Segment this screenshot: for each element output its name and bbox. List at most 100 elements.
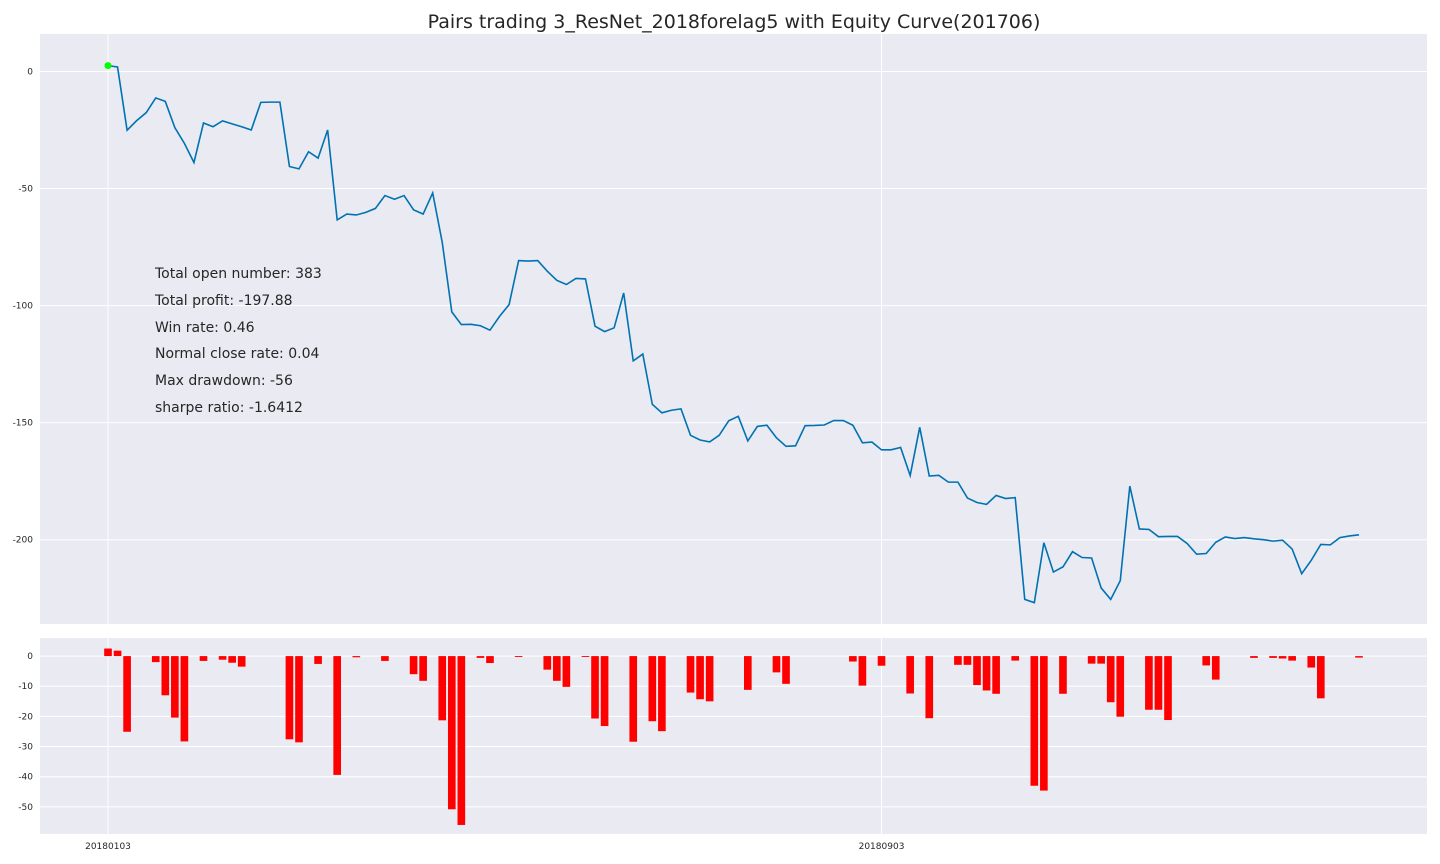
- pnl-bar: [562, 656, 571, 687]
- pnl-y-tick: 0: [27, 652, 33, 662]
- pnl-bar: [648, 656, 657, 722]
- stats-annotations: Total open number: 383 Total profit: -19…: [154, 266, 322, 416]
- pnl-bar: [333, 656, 342, 775]
- pnl-bar: [877, 656, 886, 666]
- stat-normal-close-rate: Normal close rate: 0.04: [155, 346, 319, 362]
- pnl-bar: [295, 656, 303, 743]
- pnl-bar: [381, 656, 389, 661]
- pnl-bar: [228, 656, 236, 663]
- pnl-bar: [686, 656, 695, 693]
- pnl-bar: [906, 656, 914, 694]
- equity-y-tick-labels: 0 -50 -100 -150 -200: [13, 67, 34, 545]
- equity-line: [107, 64, 1360, 604]
- pnl-bar: [1269, 656, 1277, 658]
- pnl-bar: [963, 656, 972, 665]
- pnl-bar: [858, 656, 867, 686]
- equity-plot-area: [40, 34, 1427, 624]
- pnl-bar: [1211, 656, 1220, 680]
- pnl-bar: [1202, 656, 1211, 666]
- pnl-bar: [982, 656, 991, 691]
- pnl-bar: [744, 656, 752, 690]
- pnl-bar: [954, 656, 962, 665]
- equity-y-tick: -150: [13, 419, 34, 429]
- stat-max-drawdown: Max drawdown: -56: [155, 373, 293, 389]
- pnl-bar: [409, 656, 418, 675]
- pnl-y-tick-labels: 0 -10 -20 -30 -40 -50: [18, 652, 33, 813]
- pnl-bar: [314, 656, 322, 664]
- pnl-bar: [1145, 656, 1153, 710]
- pnl-bar: [1355, 656, 1363, 658]
- pnl-bar: [1316, 656, 1325, 699]
- pnl-bar: [992, 656, 1000, 694]
- pnl-bar: [352, 656, 361, 658]
- pnl-y-tick: -20: [18, 712, 33, 722]
- pnl-bar-panel: 0 -10 -20 -30 -40 -50: [18, 638, 1427, 834]
- pnl-bar: [419, 656, 427, 681]
- pnl-bar: [1097, 656, 1105, 664]
- pnl-bar: [543, 656, 552, 670]
- equity-y-tick: -100: [13, 302, 34, 312]
- pnl-bar: [581, 656, 590, 657]
- pnl-plot-area: [40, 638, 1427, 834]
- pnl-bar: [1307, 656, 1316, 668]
- pnl-bar: [476, 656, 485, 658]
- pnl-bar: [1059, 656, 1067, 694]
- stat-total-profit: Total profit: -197.88: [154, 293, 293, 309]
- pnl-bar: [782, 656, 790, 684]
- pnl-bar: [151, 656, 160, 663]
- pnl-y-tick: -30: [18, 743, 33, 753]
- pnl-bar: [553, 656, 561, 681]
- pnl-bar: [1116, 656, 1125, 717]
- pnl-grid: [40, 638, 1427, 834]
- stat-sharpe-ratio: sharpe ratio: -1.6412: [155, 400, 303, 416]
- pnl-bar: [1030, 656, 1039, 786]
- stat-win-rate: Win rate: 0.46: [155, 320, 255, 336]
- pnl-bar: [1154, 656, 1163, 710]
- pnl-bars: [104, 648, 1363, 825]
- chart-title: Pairs trading 3_ResNet_2018forelag5 with…: [428, 11, 1041, 33]
- pnl-bar: [104, 648, 112, 657]
- pnl-bar: [973, 656, 981, 686]
- equity-y-tick: 0: [27, 67, 33, 77]
- pnl-bar: [849, 656, 857, 662]
- pnl-bar: [514, 656, 523, 657]
- equity-grid: [40, 34, 1427, 624]
- equity-curve-panel: 0 -50 -100 -150 -200 Total open number: 383 …: [13, 34, 1427, 624]
- x-tick: 20180103: [85, 842, 131, 852]
- x-tick-labels: 20180103 20180903: [85, 842, 904, 852]
- pnl-bar: [447, 656, 456, 810]
- pnl-bar: [123, 656, 131, 732]
- pnl-bar: [237, 656, 246, 667]
- pnl-bar: [161, 656, 170, 696]
- pnl-bar: [1164, 656, 1172, 721]
- pnl-bar: [600, 656, 609, 727]
- pnl-bar: [171, 656, 179, 718]
- pnl-y-tick: -10: [18, 682, 33, 692]
- pnl-bar: [925, 656, 934, 719]
- pnl-bar: [199, 656, 208, 661]
- pnl-bar: [180, 656, 189, 742]
- start-marker: [104, 62, 112, 70]
- pnl-bar: [438, 656, 447, 721]
- pnl-y-tick: -40: [18, 773, 33, 783]
- pnl-bar: [1011, 656, 1020, 661]
- equity-y-tick: -200: [13, 536, 34, 546]
- pnl-bar: [218, 656, 227, 660]
- pnl-bar: [285, 656, 294, 740]
- equity-y-tick: -50: [18, 185, 33, 195]
- pnl-bar: [1278, 656, 1287, 659]
- pnl-bar: [1106, 656, 1115, 703]
- pnl-bar: [1040, 656, 1048, 791]
- pnl-bar: [1250, 656, 1258, 658]
- x-tick: 20180903: [859, 842, 905, 852]
- pnl-bar: [1087, 656, 1096, 664]
- stat-total-open-number: Total open number: 383: [154, 266, 322, 282]
- pnl-bar: [457, 656, 466, 825]
- pnl-bar: [772, 656, 781, 673]
- pnl-bar: [486, 656, 494, 664]
- pnl-bar: [696, 656, 704, 700]
- pnl-bar: [629, 656, 638, 742]
- pnl-bar: [113, 650, 122, 657]
- pnl-bar: [591, 656, 599, 719]
